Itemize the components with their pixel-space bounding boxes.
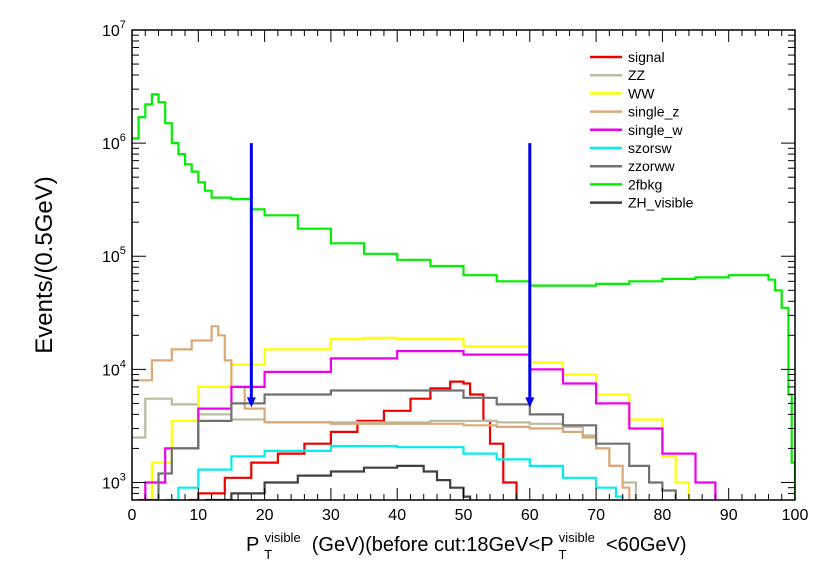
y-tick-label: 104 (102, 358, 126, 379)
legend-label: 2fbkg (628, 176, 662, 192)
x-tick-label: 50 (455, 507, 473, 524)
legend-entry: ZZ (590, 67, 646, 83)
legend-entry: 2fbkg (590, 176, 662, 192)
x-tick-label: 90 (720, 507, 738, 524)
legend-entry: signal (590, 49, 665, 65)
series-line-2fbkg (132, 93, 795, 500)
y-axis-title: Events/(0.5GeV) (31, 176, 58, 353)
legend-entry: single_z (590, 104, 679, 120)
x-tick-label: 40 (388, 507, 406, 524)
legend-entry: zzorww (590, 158, 676, 174)
x-tick-label: 10 (189, 507, 207, 524)
cut-marker-layer (246, 143, 535, 408)
y-tick-label: 105 (102, 245, 126, 266)
legend-entry: ZH_visible (590, 195, 694, 211)
series-line-szorsw (165, 444, 624, 500)
legend-label: signal (628, 49, 665, 65)
legend-entry: single_w (590, 122, 683, 138)
cut-arrow-60 (525, 143, 535, 408)
legend-label: WW (628, 85, 655, 101)
x-axis-ticks: 0 10 20 30 40 50 60 70 80 90 100 (128, 30, 809, 524)
series-line-zzorww (145, 389, 677, 500)
legend-label: single_z (628, 104, 679, 120)
cut-arrow-18 (246, 143, 256, 408)
x-tick-label: 30 (322, 507, 340, 524)
legend-label: zzorww (628, 158, 676, 174)
legend-entry: szorsw (590, 140, 672, 156)
legend-label: single_w (628, 122, 683, 138)
x-tick-label: 20 (256, 507, 274, 524)
y-tick-label: 103 (102, 471, 126, 492)
x-tick-label: 0 (128, 507, 137, 524)
y-tick-label: 107 (102, 19, 126, 40)
x-tick-label: 80 (654, 507, 672, 524)
series-layer (132, 93, 795, 500)
y-tick-label: 106 (102, 132, 126, 153)
legend-entry: WW (590, 85, 655, 101)
legend-label: ZZ (628, 67, 646, 83)
y-axis-ticks: 103 104 105 106 107 (102, 19, 795, 501)
x-tick-label: 100 (782, 507, 809, 524)
legend-label: szorsw (628, 140, 672, 156)
legend-label: ZH_visible (628, 195, 694, 211)
x-axis-title: P visible T (GeV)(before cut:18GeV<P vis… (246, 525, 687, 563)
x-tick-label: 70 (587, 507, 605, 524)
x-tick-label: 60 (521, 507, 539, 524)
series-line-zh-visible (204, 464, 472, 500)
